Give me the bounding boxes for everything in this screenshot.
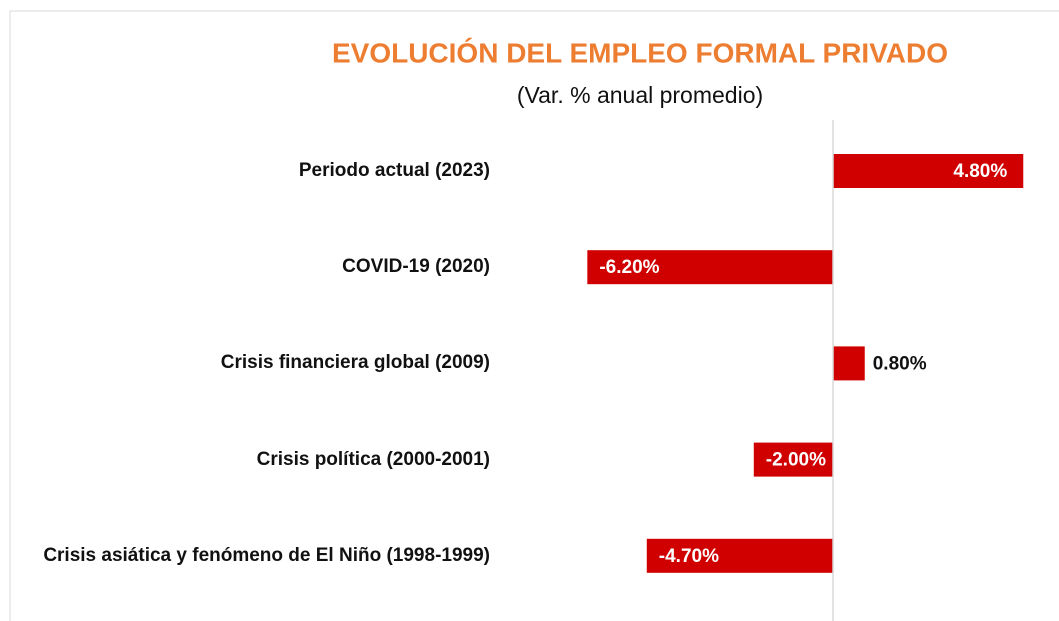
value-label: -6.20% [599, 257, 659, 278]
bar [833, 346, 865, 381]
value-label: 0.80% [873, 353, 927, 374]
bar [833, 154, 1024, 188]
category-text: Crisis política (2000-2001) [256, 448, 490, 470]
category-text: Periodo actual (2023) [298, 160, 490, 181]
value-label: -4.70% [659, 546, 719, 567]
bar [646, 538, 834, 573]
value-label: 4.80% [953, 161, 1007, 182]
category-text: Crisis asiática y fenómeno de El Niño (1… [43, 544, 490, 566]
category-label: Crisis financiera global (2009) [10, 348, 490, 378]
chart-subtitle: (Var. % anual promedio) [517, 82, 763, 108]
category-text: Crisis financiera global (2009) [220, 352, 490, 374]
category-label: Crisis política (2000-2001) [10, 445, 490, 475]
category-label: Crisis asiática y fenómeno de El Niño (1… [10, 541, 490, 571]
value-label: -2.00% [766, 450, 826, 471]
bar [587, 250, 834, 285]
category-label: Periodo actual (2023) [10, 156, 490, 186]
category-label: COVID-19 (2020) [10, 252, 490, 282]
category-text: COVID-19 (2020) [342, 256, 490, 278]
chart-title: EVOLUCIÓN DEL EMPLEO FORMAL PRIVADO [332, 37, 948, 68]
bar [753, 442, 834, 477]
